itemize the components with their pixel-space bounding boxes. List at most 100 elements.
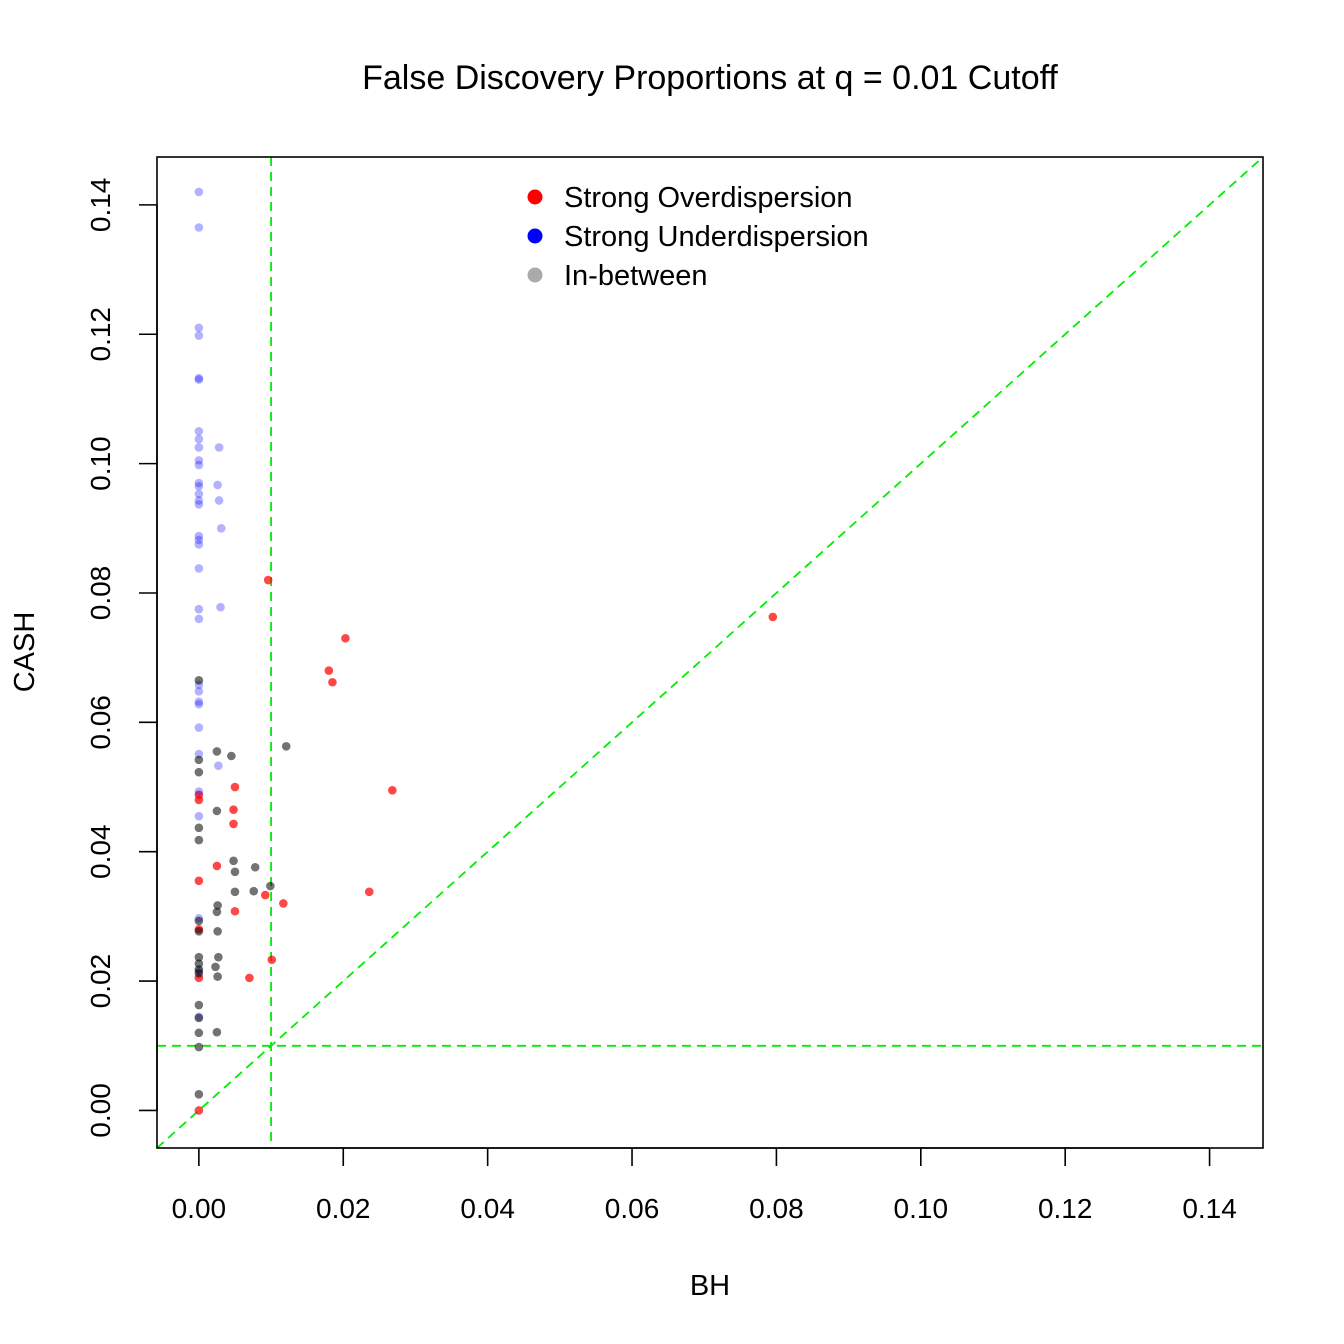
data-point <box>194 535 204 545</box>
data-point <box>249 886 259 896</box>
y-tick-label: 0.06 <box>85 695 116 750</box>
data-point <box>250 862 260 872</box>
data-point <box>324 666 334 675</box>
data-point <box>194 687 204 696</box>
y-tick-label: 0.08 <box>85 566 116 621</box>
x-tick-label: 0.14 <box>1182 1193 1237 1224</box>
data-point <box>230 887 240 897</box>
data-point <box>194 540 204 549</box>
data-point <box>213 480 222 490</box>
data-point <box>194 223 204 232</box>
data-point <box>229 856 238 866</box>
data-point <box>328 677 337 687</box>
data-point <box>227 751 236 761</box>
data-point <box>281 741 291 751</box>
data-point <box>213 972 222 981</box>
reference-lines <box>156 156 1264 1149</box>
data-point <box>194 443 204 452</box>
series-strong-underdispersion <box>194 187 226 1021</box>
data-point <box>230 782 240 792</box>
data-point <box>194 460 204 470</box>
data-point <box>194 835 204 845</box>
data-point <box>194 481 204 491</box>
data-point <box>260 890 270 900</box>
y-tick-label: 0.02 <box>85 954 116 1009</box>
data-point <box>194 564 204 573</box>
legend: Strong Overdispersion Strong Underdispers… <box>527 182 869 292</box>
x-tick-label: 0.00 <box>172 1193 227 1224</box>
data-point <box>194 1000 204 1010</box>
legend-label: Strong Underdispersion <box>564 221 869 253</box>
data-point <box>245 973 254 983</box>
data-point <box>194 187 204 197</box>
x-tick-label: 0.02 <box>316 1193 371 1224</box>
data-point <box>214 761 223 771</box>
legend-marker <box>527 189 543 205</box>
data-point <box>194 496 204 505</box>
data-point <box>214 443 224 452</box>
data-point <box>194 375 204 384</box>
data-point <box>216 524 226 533</box>
data-point <box>194 697 204 706</box>
chart-title: False Discovery Proportions at q = 0.01 … <box>362 59 1058 97</box>
data-point <box>194 699 204 709</box>
data-point <box>194 1042 204 1052</box>
data-point <box>194 489 204 499</box>
data-point <box>194 500 204 509</box>
data-point <box>194 790 204 800</box>
data-point <box>194 969 204 978</box>
data-point <box>194 323 204 333</box>
data-points <box>194 187 778 1115</box>
y-tick-label: 0.04 <box>85 824 116 879</box>
data-point <box>194 1028 204 1038</box>
x-axis: 0.00 0.02 0.04 0.06 0.08 0.10 0.12 0.14 <box>172 1147 1237 1224</box>
y-axis: 0.00 0.02 0.04 0.06 0.08 0.10 0.12 0.14 <box>85 178 158 1138</box>
data-point <box>194 1013 204 1023</box>
data-point <box>194 478 204 488</box>
x-tick-label: 0.06 <box>605 1193 660 1224</box>
x-tick-label: 0.10 <box>894 1193 949 1224</box>
data-point <box>211 962 220 972</box>
y-axis-label: CASH <box>9 612 41 693</box>
legend-label: Strong Overdispersion <box>564 182 853 214</box>
data-point <box>267 955 277 965</box>
data-point <box>194 614 204 624</box>
data-point <box>214 496 224 505</box>
data-point <box>194 331 204 340</box>
data-point <box>263 575 273 585</box>
data-point <box>194 916 204 926</box>
data-point <box>194 676 204 685</box>
data-point <box>194 787 204 796</box>
data-point <box>213 901 222 910</box>
data-point <box>364 887 374 897</box>
series-strong-overdispersion <box>194 575 778 1115</box>
data-point <box>194 531 204 541</box>
data-point <box>212 907 222 917</box>
data-point <box>214 952 223 962</box>
data-point <box>194 926 204 936</box>
data-point <box>230 867 240 877</box>
y-tick-label: 0.00 <box>85 1083 116 1138</box>
data-point <box>194 1090 204 1099</box>
data-point <box>768 612 778 622</box>
data-point <box>216 602 225 612</box>
data-point <box>194 811 204 821</box>
data-point <box>194 426 204 436</box>
data-point <box>229 819 238 829</box>
data-point <box>212 1027 222 1037</box>
data-point <box>194 823 204 833</box>
data-point <box>194 456 204 465</box>
data-point <box>194 373 204 383</box>
data-point <box>212 747 222 756</box>
x-tick-label: 0.04 <box>460 1193 515 1224</box>
data-point <box>194 604 204 614</box>
x-axis-label: BH <box>690 1270 730 1302</box>
data-point <box>194 952 204 962</box>
y-tick-label: 0.14 <box>85 178 116 233</box>
data-point <box>194 723 204 732</box>
data-point <box>388 785 397 795</box>
data-point <box>194 434 204 444</box>
data-point <box>229 805 238 814</box>
y-tick-label: 0.10 <box>85 436 116 491</box>
